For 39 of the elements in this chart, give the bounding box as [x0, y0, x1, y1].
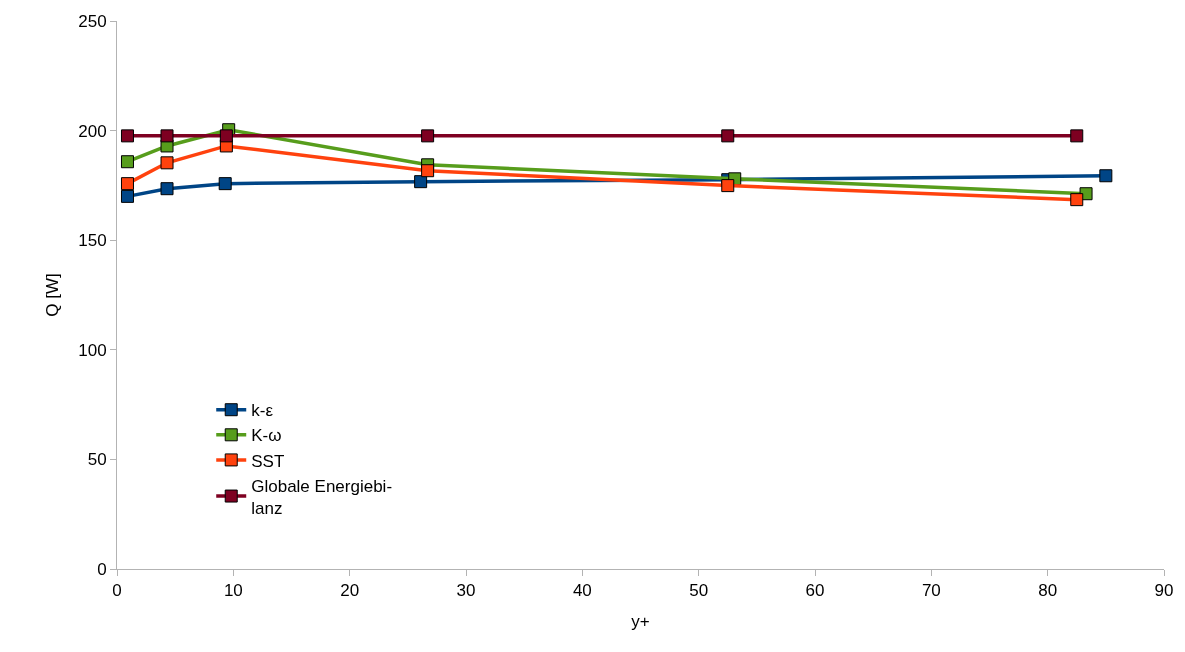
x-tick-label: 10 — [223, 581, 243, 601]
y-axis-title: Q [W] — [42, 273, 62, 317]
legend-label: K-ω — [251, 426, 282, 446]
point — [219, 129, 233, 143]
point — [721, 179, 735, 193]
point — [120, 129, 134, 143]
y-tick-label: 250 — [78, 11, 107, 31]
point — [421, 129, 435, 143]
point — [1070, 193, 1084, 207]
x-tick-label: 20 — [340, 581, 360, 601]
y-tick-label: 200 — [78, 121, 107, 141]
point — [120, 177, 134, 191]
point — [120, 189, 134, 203]
point — [1070, 129, 1084, 143]
x-tick-label: 50 — [689, 581, 709, 601]
y-tick-label: 150 — [78, 231, 107, 251]
point — [120, 155, 134, 169]
point — [218, 177, 232, 191]
point — [721, 129, 735, 143]
legend-label: SST — [251, 451, 285, 471]
x-tick-label: 60 — [805, 581, 825, 601]
point — [1099, 169, 1113, 183]
x-tick-label: 40 — [572, 581, 592, 601]
y-tick-label: 100 — [78, 340, 107, 360]
x-tick-label: 80 — [1038, 581, 1058, 601]
legend-label: k-ε — [251, 401, 274, 421]
x-axis-title: y+ — [631, 611, 650, 631]
point — [414, 175, 428, 189]
x-tick-label: 90 — [1154, 581, 1174, 601]
point — [160, 182, 174, 196]
y-tick-label: 0 — [97, 559, 107, 579]
y-tick-label: 50 — [87, 450, 107, 470]
point — [160, 156, 174, 170]
legend-label: Globale Energiebi- lanz — [251, 476, 393, 518]
x-tick-label: 30 — [456, 581, 476, 601]
point — [160, 129, 174, 143]
point — [421, 164, 435, 178]
x-tick-label: 0 — [112, 581, 122, 601]
x-tick-label: 70 — [921, 581, 941, 601]
